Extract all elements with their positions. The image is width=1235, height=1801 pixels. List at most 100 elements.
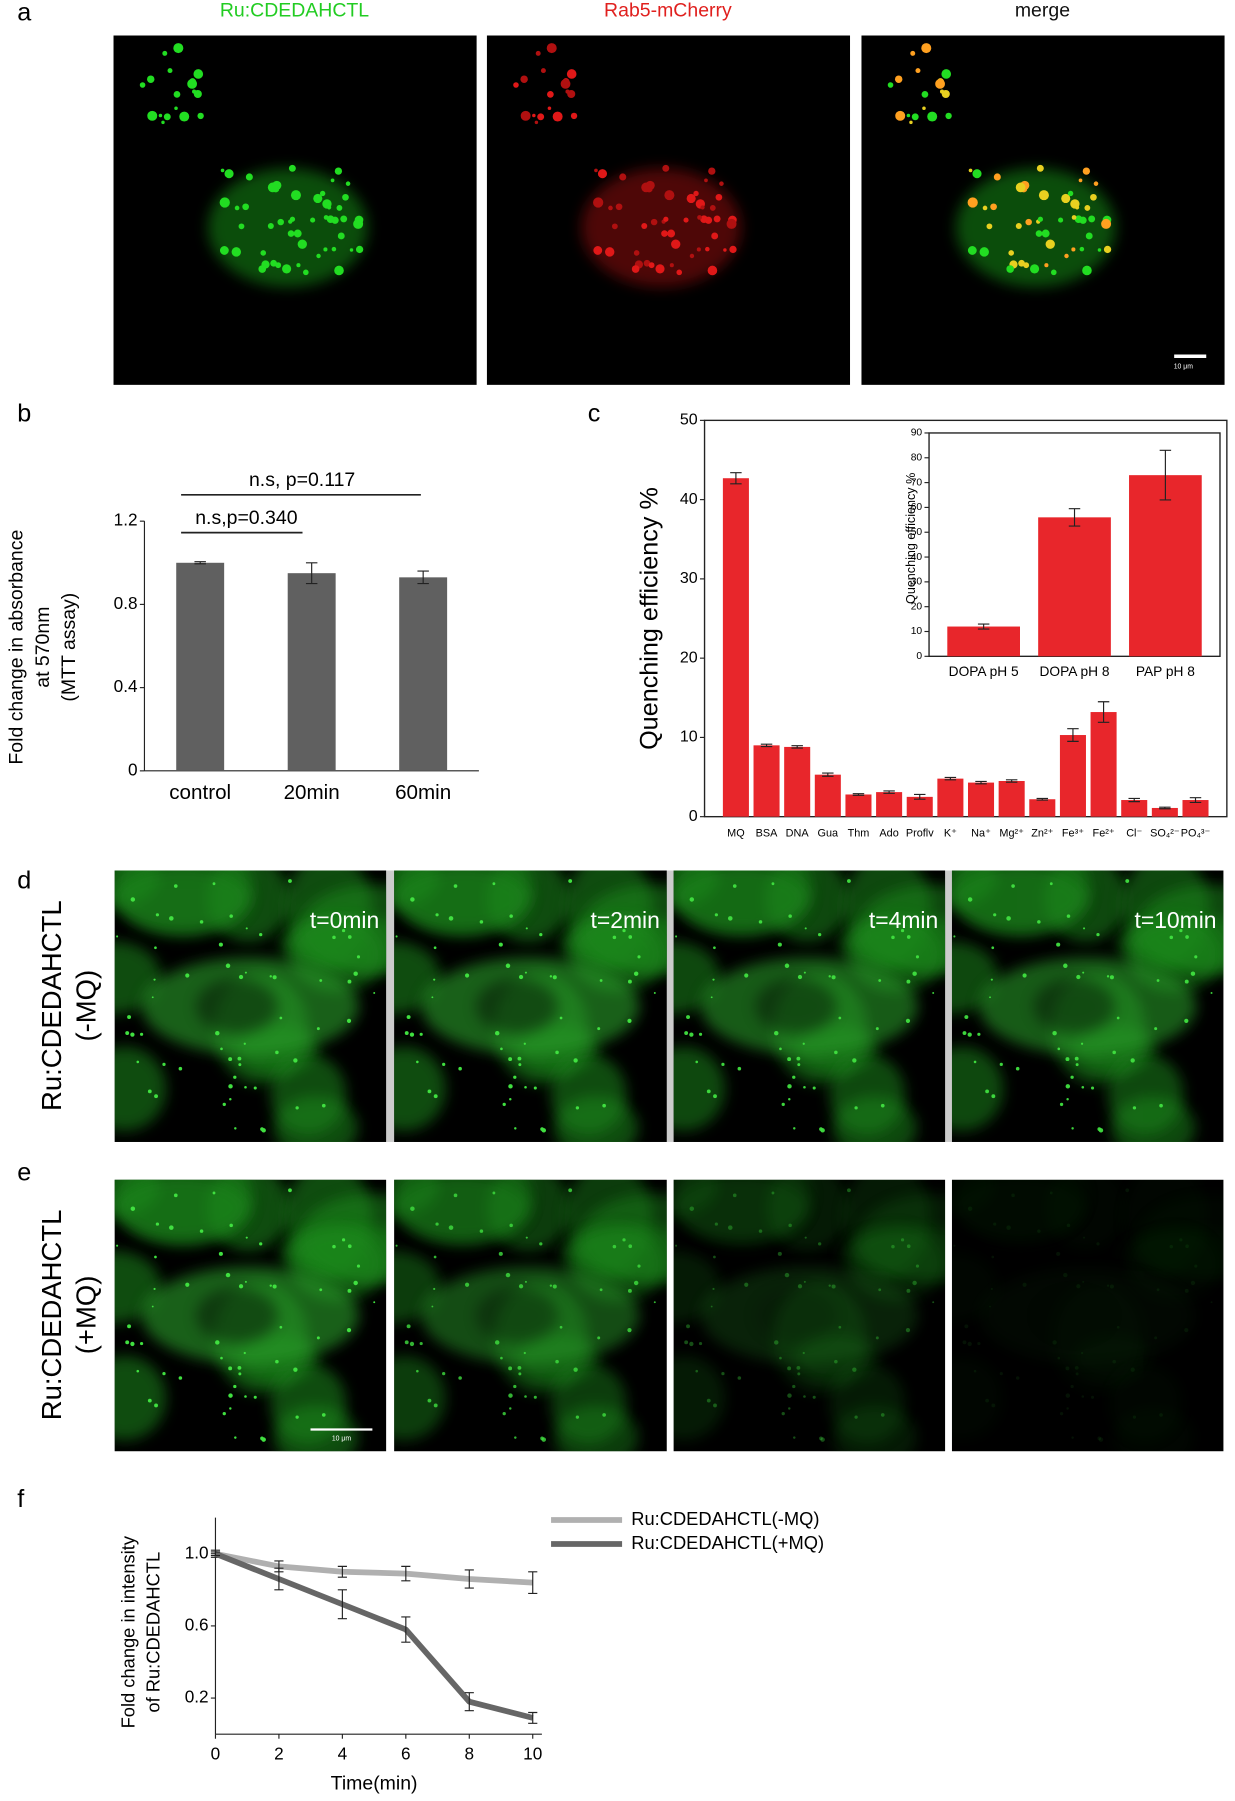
speck (229, 1097, 232, 1101)
punctum (275, 262, 282, 269)
speck (508, 1366, 513, 1371)
speck (684, 1340, 689, 1345)
speck (494, 1340, 500, 1345)
speck (803, 971, 806, 974)
speck (245, 1236, 248, 1239)
speck (900, 928, 905, 933)
x-tick-label: PAP pH 8 (1136, 664, 1195, 679)
speck (1056, 1251, 1061, 1256)
speck (878, 1288, 882, 1292)
speck (1083, 1236, 1086, 1239)
x-tick-label: SO₄²⁻ (1150, 828, 1180, 840)
speck (116, 935, 119, 938)
speck (178, 1376, 183, 1380)
time-label: t=4min (869, 907, 938, 933)
punctum (327, 205, 332, 210)
punctum (597, 169, 608, 179)
speck (932, 1301, 935, 1304)
punctum (323, 215, 329, 220)
speck (1059, 1102, 1064, 1107)
speck (712, 978, 715, 981)
speck (464, 1282, 470, 1287)
y-tick-label: 0 (128, 759, 138, 779)
speck (215, 1030, 220, 1036)
micrograph (394, 870, 667, 1142)
speck (523, 1042, 526, 1045)
scale-bar-label: 10 μm (332, 1435, 351, 1442)
nucleus (475, 979, 558, 1034)
x-tick-label: K⁺ (944, 828, 957, 840)
y-tick-label: 70 (911, 477, 923, 488)
punctum (1079, 246, 1085, 252)
y-tick-label: 50 (680, 411, 698, 429)
speck (212, 882, 216, 886)
speck (1210, 1301, 1213, 1304)
punctum (193, 69, 204, 79)
bar (784, 746, 811, 817)
speck (347, 935, 352, 939)
speck (712, 1287, 715, 1291)
speck (1179, 1238, 1183, 1242)
speck (991, 1403, 996, 1408)
y-axis-label: at 570nm (32, 607, 54, 688)
cell (673, 870, 809, 932)
speck (147, 1398, 152, 1403)
bar (1029, 799, 1056, 817)
speck (419, 1341, 423, 1346)
speck (479, 1229, 484, 1233)
punctum (1037, 216, 1044, 222)
speck (453, 1193, 458, 1198)
speck (953, 935, 956, 938)
punctum (669, 263, 674, 268)
speck (523, 1351, 526, 1355)
speck (774, 1030, 779, 1036)
cell (951, 870, 1088, 932)
speck (524, 1395, 527, 1398)
speck (905, 1327, 911, 1333)
speck (1096, 933, 1100, 937)
nucleus (196, 1288, 278, 1343)
panel-label: e (17, 1159, 31, 1187)
speck (962, 1340, 967, 1345)
speck (1091, 1395, 1095, 1399)
speck (967, 1341, 972, 1347)
speck (293, 1367, 298, 1372)
cell (270, 1363, 347, 1444)
speck (416, 1060, 419, 1064)
punctum (661, 230, 668, 237)
x-tick-label: Fe³⁺ (1062, 828, 1084, 840)
punctum (723, 248, 727, 252)
punctum (238, 223, 245, 230)
legend-label: Ru:CDEDAHCTL(-MQ) (631, 1508, 819, 1529)
speck (448, 1225, 454, 1230)
speck (787, 1057, 792, 1062)
punctum (986, 223, 993, 230)
punctum (648, 262, 655, 269)
speck (1059, 1412, 1064, 1416)
speck (279, 1325, 283, 1329)
punctum (331, 246, 337, 252)
error-bar (274, 1567, 284, 1591)
speck (573, 1367, 578, 1372)
cell (394, 1355, 446, 1441)
speck (792, 1384, 796, 1389)
speck (812, 1086, 816, 1090)
micrograph (513, 43, 742, 288)
speck (341, 1238, 346, 1242)
cell (114, 1179, 250, 1241)
cell (951, 1355, 1004, 1441)
speck (1091, 1086, 1095, 1090)
speck (433, 1255, 437, 1259)
punctum (139, 82, 146, 88)
cell-glow (207, 168, 368, 288)
punctum (535, 50, 541, 56)
speck (549, 1284, 553, 1287)
error-bar (791, 745, 803, 749)
speck (373, 991, 376, 994)
speck (346, 1327, 352, 1333)
bar (1038, 517, 1111, 657)
punctum (664, 190, 675, 201)
speck (458, 1066, 462, 1071)
nucleus (755, 1288, 837, 1343)
speck (228, 1393, 233, 1398)
